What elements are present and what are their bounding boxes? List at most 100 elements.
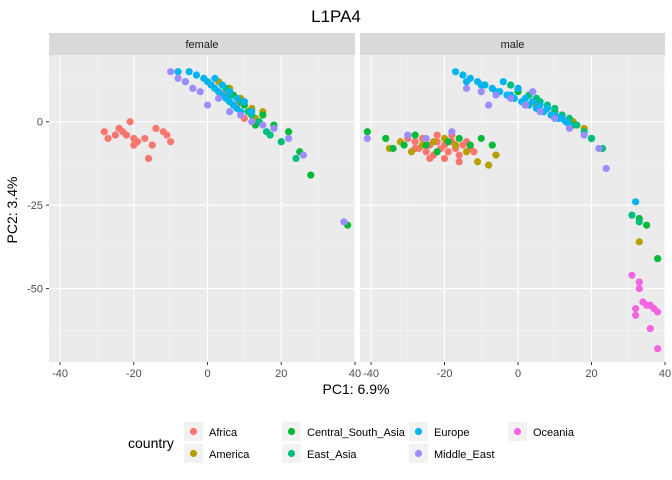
data-point	[635, 218, 643, 226]
data-point	[100, 128, 108, 136]
data-point	[646, 325, 654, 333]
data-point	[340, 218, 348, 226]
legend-label: Middle_East	[434, 449, 495, 461]
x-tick-label: -40	[363, 368, 379, 380]
y-tick-label: -50	[27, 284, 43, 296]
data-point	[529, 88, 537, 96]
legend-marker	[189, 449, 198, 458]
panel-female: female -40 -20 0 20 40 0 -25 -50	[27, 33, 361, 380]
data-point	[270, 124, 278, 133]
data-point	[462, 148, 471, 156]
data-point	[422, 134, 430, 143]
legend-marker	[189, 427, 198, 436]
data-point	[218, 81, 226, 89]
legend-item-america: America	[184, 444, 250, 463]
data-point	[429, 138, 438, 146]
data-point	[488, 141, 496, 149]
data-point	[643, 221, 651, 229]
legend-label: Central_South_Asia	[307, 427, 406, 439]
data-point	[455, 151, 463, 159]
data-point	[285, 134, 293, 143]
data-point	[462, 84, 471, 92]
data-point	[214, 94, 223, 102]
data-point	[628, 211, 636, 219]
chart-title: L1PA4	[311, 7, 361, 26]
data-point	[133, 138, 142, 146]
data-point	[248, 108, 256, 116]
legend: country Africa America Central_South_Asia E…	[128, 422, 575, 463]
data-point	[477, 81, 485, 89]
data-point	[466, 141, 474, 149]
data-point	[543, 104, 552, 112]
data-point	[635, 278, 643, 286]
data-point	[595, 144, 603, 153]
y-tick-label: -25	[27, 200, 43, 212]
legend-label: Africa	[209, 427, 238, 439]
data-point	[262, 128, 271, 136]
legend-item-africa: Africa	[184, 422, 238, 441]
data-point	[203, 101, 212, 109]
data-point	[382, 134, 390, 143]
data-point	[259, 111, 267, 119]
data-point	[492, 151, 500, 159]
data-point	[444, 138, 452, 146]
data-point	[529, 98, 537, 106]
data-point	[122, 131, 131, 139]
data-point	[426, 154, 434, 163]
data-point	[580, 131, 588, 139]
data-point	[152, 124, 160, 133]
data-point	[259, 121, 267, 129]
panel-male: male -40 -20 0 20 40	[360, 33, 671, 380]
data-point	[448, 128, 456, 136]
data-point	[126, 118, 134, 126]
panel-background	[360, 55, 665, 362]
data-point	[163, 131, 171, 139]
data-point	[551, 114, 559, 123]
data-point	[167, 138, 175, 146]
x-tick-label: 0	[204, 368, 210, 380]
data-point	[292, 154, 300, 163]
data-point	[521, 94, 529, 102]
data-point	[407, 148, 416, 156]
data-point	[635, 238, 643, 246]
data-point	[411, 131, 419, 139]
legend-item-oceania: Oceania	[508, 422, 575, 441]
data-point	[174, 68, 182, 76]
data-point	[144, 154, 153, 163]
data-point	[422, 141, 430, 149]
data-point	[587, 134, 596, 143]
legend-label: Oceania	[533, 427, 575, 439]
data-point	[507, 81, 515, 89]
data-point	[404, 131, 412, 139]
data-point	[451, 141, 460, 149]
panel-background	[49, 55, 355, 362]
data-point	[181, 78, 190, 86]
data-point	[104, 134, 112, 143]
data-point	[485, 161, 493, 169]
data-point	[174, 74, 182, 82]
x-tick-label: -20	[126, 368, 142, 380]
data-point	[226, 88, 234, 96]
facet-strip	[360, 33, 665, 55]
data-point	[389, 144, 397, 153]
data-point	[444, 148, 452, 156]
x-tick-label: 20	[585, 368, 597, 380]
data-point	[455, 158, 463, 166]
data-point	[558, 114, 566, 123]
data-point	[551, 104, 559, 112]
x-tick-label: 40	[349, 368, 361, 380]
legend-item-east_asia: East_Asia	[282, 444, 357, 463]
x-tick-label: 20	[275, 368, 287, 380]
data-point	[167, 68, 175, 76]
data-point	[363, 128, 371, 136]
data-point	[440, 154, 449, 163]
data-point	[141, 134, 149, 143]
data-point	[285, 128, 293, 136]
data-point	[363, 134, 371, 143]
data-point	[654, 345, 662, 353]
legend-marker	[287, 449, 296, 458]
data-point	[514, 84, 522, 92]
data-point	[307, 171, 315, 179]
data-point	[411, 138, 419, 146]
legend-label: East_Asia	[307, 449, 357, 461]
